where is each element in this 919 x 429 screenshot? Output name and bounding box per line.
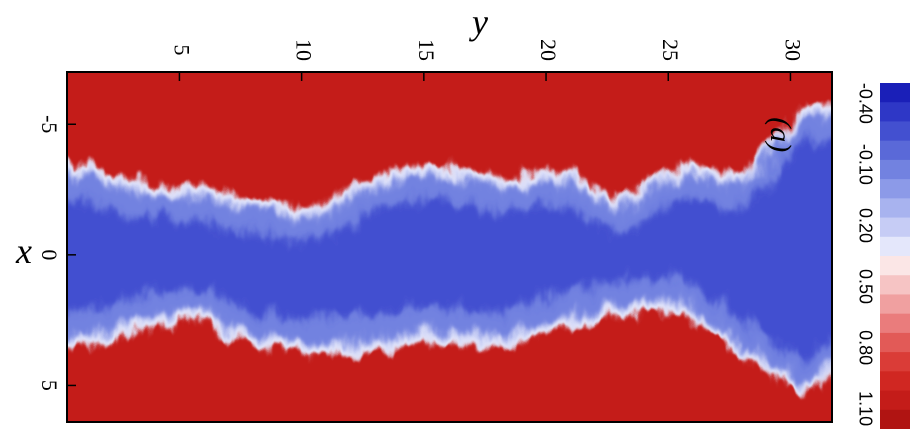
colorbar-swatch xyxy=(880,256,910,276)
colorbar-swatch xyxy=(880,179,910,199)
panel-label: (a) xyxy=(764,117,797,152)
x-tick-label: 5 xyxy=(169,45,194,56)
colorbar-tick-labels: -0.40 -0.10 0.20 0.50 0.80 1.10 xyxy=(855,83,875,426)
plot-frame xyxy=(66,71,833,423)
colorbar-tick-label: -0.10 xyxy=(855,144,875,185)
colorbar-swatch xyxy=(880,140,910,161)
colorbar-tick-label: 0.80 xyxy=(855,330,875,365)
x-tick-label: 20 xyxy=(536,39,561,61)
y-axis-label: x xyxy=(15,231,32,271)
y-tick-label: 0 xyxy=(37,249,62,260)
x-axis-label: y xyxy=(469,2,488,42)
colorbar-swatch xyxy=(880,313,910,334)
x-tick-label: 30 xyxy=(780,39,805,61)
y-tick-label: -5 xyxy=(37,115,62,133)
colorbar-swatch xyxy=(880,352,910,372)
y-axis-ticks: -5 0 5 xyxy=(37,115,76,391)
colorbar-swatch xyxy=(880,409,910,429)
plot-area xyxy=(67,72,832,422)
colorbar-swatch xyxy=(880,102,910,123)
x-tick-label: 15 xyxy=(414,39,439,61)
colorbar-swatch xyxy=(880,371,910,392)
colorbar-swatch xyxy=(880,217,910,238)
colorbar-tick-label: 0.50 xyxy=(855,269,875,304)
x-tick-label: 25 xyxy=(658,39,683,61)
x-tick-label: 10 xyxy=(292,39,317,61)
y-tick-label: 5 xyxy=(37,380,62,391)
x-axis-ticks: 5 10 15 20 25 30 xyxy=(169,39,805,81)
colorbar-swatch xyxy=(880,159,910,180)
colorbar-swatch xyxy=(880,236,910,257)
colorbar-tick-label: 0.20 xyxy=(855,208,875,243)
colorbar xyxy=(880,83,910,429)
colorbar-swatch xyxy=(880,198,910,219)
colorbar-swatch xyxy=(880,332,910,353)
colorbar-swatch xyxy=(880,83,910,103)
colorbar-swatch xyxy=(880,294,910,315)
colorbar-tick-label: -0.40 xyxy=(855,83,875,124)
jet-inner-band xyxy=(67,139,832,362)
colorbar-swatch xyxy=(880,121,910,142)
colorbar-tick-label: 1.10 xyxy=(855,391,875,426)
colorbar-swatch xyxy=(880,275,910,296)
colorbar-swatch xyxy=(880,390,910,411)
